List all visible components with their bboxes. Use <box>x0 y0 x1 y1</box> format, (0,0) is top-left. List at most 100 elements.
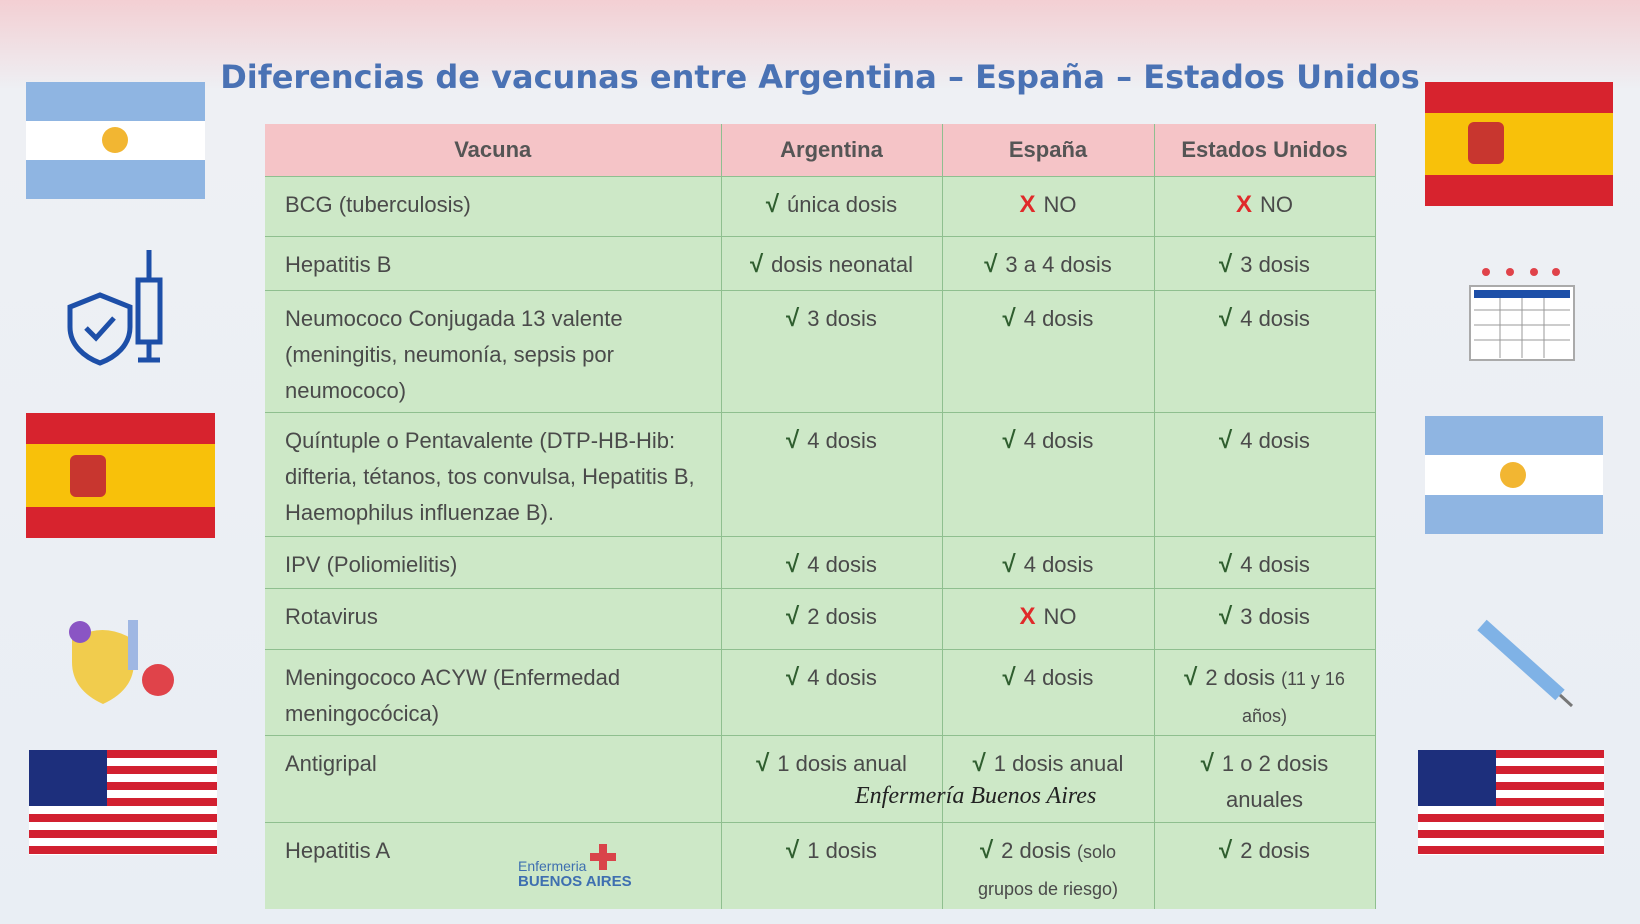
dose-text: dosis neonatal <box>771 252 914 277</box>
dose-text: 4 dosis <box>807 428 877 453</box>
dose-text: 4 dosis <box>1023 428 1094 453</box>
country-cell: √ 4 dosis <box>942 649 1155 736</box>
table-row: Meningococo ACYW (Enfermedad meningocóci… <box>265 649 1376 736</box>
status-mark: √ <box>765 191 780 218</box>
dose-text: NO <box>1043 192 1077 217</box>
logo-line2: BUENOS AIRES <box>518 873 632 890</box>
flag-argentina-right <box>1425 416 1603 534</box>
vaccine-name: Hepatitis B <box>265 236 722 291</box>
country-cell: √ 4 dosis <box>1154 412 1376 537</box>
dose-text: 2 dosis <box>1001 838 1071 863</box>
dose-text: 4 dosis <box>1023 552 1094 577</box>
header-row: Vacuna Argentina España Estados Unidos <box>265 124 1376 177</box>
status-mark: √ <box>1219 603 1233 630</box>
status-mark: √ <box>786 664 800 691</box>
header-cell: Argentina <box>721 124 943 177</box>
table-row: Hepatitis A √ 1 dosis √ 2 dosis (solo grupos… <box>265 822 1376 909</box>
table-row: Rotavirus √ 2 dosis X NO √ 3 dosis <box>265 588 1376 650</box>
dose-text: 1 dosis <box>807 838 877 863</box>
dose-text: 4 dosis <box>1023 306 1094 331</box>
status-mark: √ <box>749 251 764 278</box>
country-cell: √ 4 dosis <box>942 536 1155 589</box>
status-mark: √ <box>1002 427 1016 454</box>
table-row: Quíntuple o Pentavalente (DTP-HB-Hib: di… <box>265 412 1376 537</box>
country-cell: √ 3 dosis <box>1154 588 1376 650</box>
dose-note: (11 y 16 años) <box>1241 669 1345 726</box>
country-cell: √ 3 dosis <box>1154 236 1376 291</box>
country-cell: X NO <box>1154 176 1376 237</box>
watermark: Enfermería Buenos Aires <box>855 783 1097 809</box>
country-cell: √ 1 o 2 dosis anuales <box>1154 735 1376 823</box>
vaccine-name: Meningococo ACYW (Enfermedad meningocóci… <box>265 649 722 736</box>
country-cell: √ única dosis <box>721 176 943 237</box>
country-cell: √ 3 a 4 dosis <box>942 236 1155 291</box>
dose-text: 4 dosis <box>1240 428 1310 453</box>
vaccine-name: Hepatitis A <box>265 822 722 909</box>
table-row: IPV (Poliomielitis) √ 4 dosis √ 4 dosis √ 4 do… <box>265 536 1376 589</box>
country-cell: √ 4 dosis <box>721 649 943 736</box>
vaccine-name: BCG (tuberculosis) <box>265 176 722 237</box>
dose-text: 3 dosis <box>1240 252 1310 277</box>
country-cell: √ 3 dosis <box>721 290 943 413</box>
country-cell: √ 4 dosis <box>721 536 943 589</box>
dose-note: (solo grupos de riesgo) <box>977 842 1119 899</box>
dose-text: 1 dosis anual <box>993 751 1124 776</box>
icon-shield-syringe <box>67 250 163 366</box>
logo-line1: Enfermeria <box>518 858 587 874</box>
flag-spain <box>26 413 215 538</box>
status-mark: √ <box>786 427 800 454</box>
country-cell: √ dosis neonatal <box>721 236 943 291</box>
dose-text: 2 dosis <box>1240 838 1310 863</box>
dose-text: 3 dosis <box>807 306 877 331</box>
country-cell: X NO <box>942 588 1155 650</box>
dose-text: 3 dosis <box>1240 604 1310 629</box>
icon-syringe <box>1477 619 1574 708</box>
country-cell: √ 2 dosis <box>1154 822 1376 909</box>
logo: Enfermeria BUENOS AIRES <box>518 844 632 890</box>
flag-usa <box>29 750 217 855</box>
dose-text: NO <box>1043 604 1077 629</box>
country-cell: √ 4 dosis <box>1154 290 1376 413</box>
dose-text: 2 dosis <box>1205 665 1276 690</box>
dose-text: 1 dosis anual <box>777 751 907 776</box>
table-body: BCG (tuberculosis) √ única dosis X NO X NO Hepa… <box>265 176 1376 909</box>
status-mark: √ <box>1219 305 1233 332</box>
table-row: Antigripal √ 1 dosis anual √ 1 dosis anual √ 1… <box>265 735 1376 823</box>
table-row: Hepatitis B √ dosis neonatal √ 3 a 4 dosis √ 3… <box>265 236 1376 291</box>
status-mark: √ <box>979 837 994 864</box>
status-mark: √ <box>1184 664 1198 691</box>
status-mark: √ <box>1002 551 1016 578</box>
dose-text: 4 dosis <box>1240 552 1310 577</box>
status-mark: √ <box>786 551 800 578</box>
dose-text: 2 dosis <box>807 604 877 629</box>
country-cell: √ 1 dosis <box>721 822 943 909</box>
country-cell: √ 1 dosis anual <box>942 735 1155 823</box>
country-cell: √ 4 dosis <box>721 412 943 537</box>
vaccine-name: Neumococo Conjugada 13 valente (meningit… <box>265 290 722 413</box>
vaccine-name: Quíntuple o Pentavalente (DTP-HB-Hib: di… <box>265 412 722 537</box>
vaccine-name: IPV (Poliomielitis) <box>265 536 722 589</box>
status-mark: √ <box>972 750 986 777</box>
country-cell: √ 1 dosis anual <box>721 735 943 823</box>
status-mark: √ <box>1219 837 1233 864</box>
status-mark: √ <box>1002 664 1016 691</box>
status-mark: √ <box>786 837 800 864</box>
flag-usa-right <box>1418 750 1604 855</box>
dose-text: 4 dosis <box>807 552 877 577</box>
country-cell: √ 2 dosis (11 y 16 años) <box>1154 649 1376 736</box>
status-mark: √ <box>1219 427 1233 454</box>
dose-text: única dosis <box>787 192 898 217</box>
icon-virus-shield <box>69 620 174 704</box>
dose-text: NO <box>1260 192 1293 217</box>
icon-calendar <box>1469 268 1575 361</box>
logo-cross <box>590 844 616 870</box>
status-mark: √ <box>786 603 800 630</box>
status-mark: X <box>1019 191 1036 218</box>
status-mark: √ <box>984 251 998 278</box>
dose-text: 4 dosis <box>807 665 877 690</box>
country-cell: √ 4 dosis <box>942 412 1155 537</box>
table-row: BCG (tuberculosis) √ única dosis X NO X NO <box>265 176 1376 237</box>
vaccine-name: Rotavirus <box>265 588 722 650</box>
header-cell: Estados Unidos <box>1154 124 1376 177</box>
